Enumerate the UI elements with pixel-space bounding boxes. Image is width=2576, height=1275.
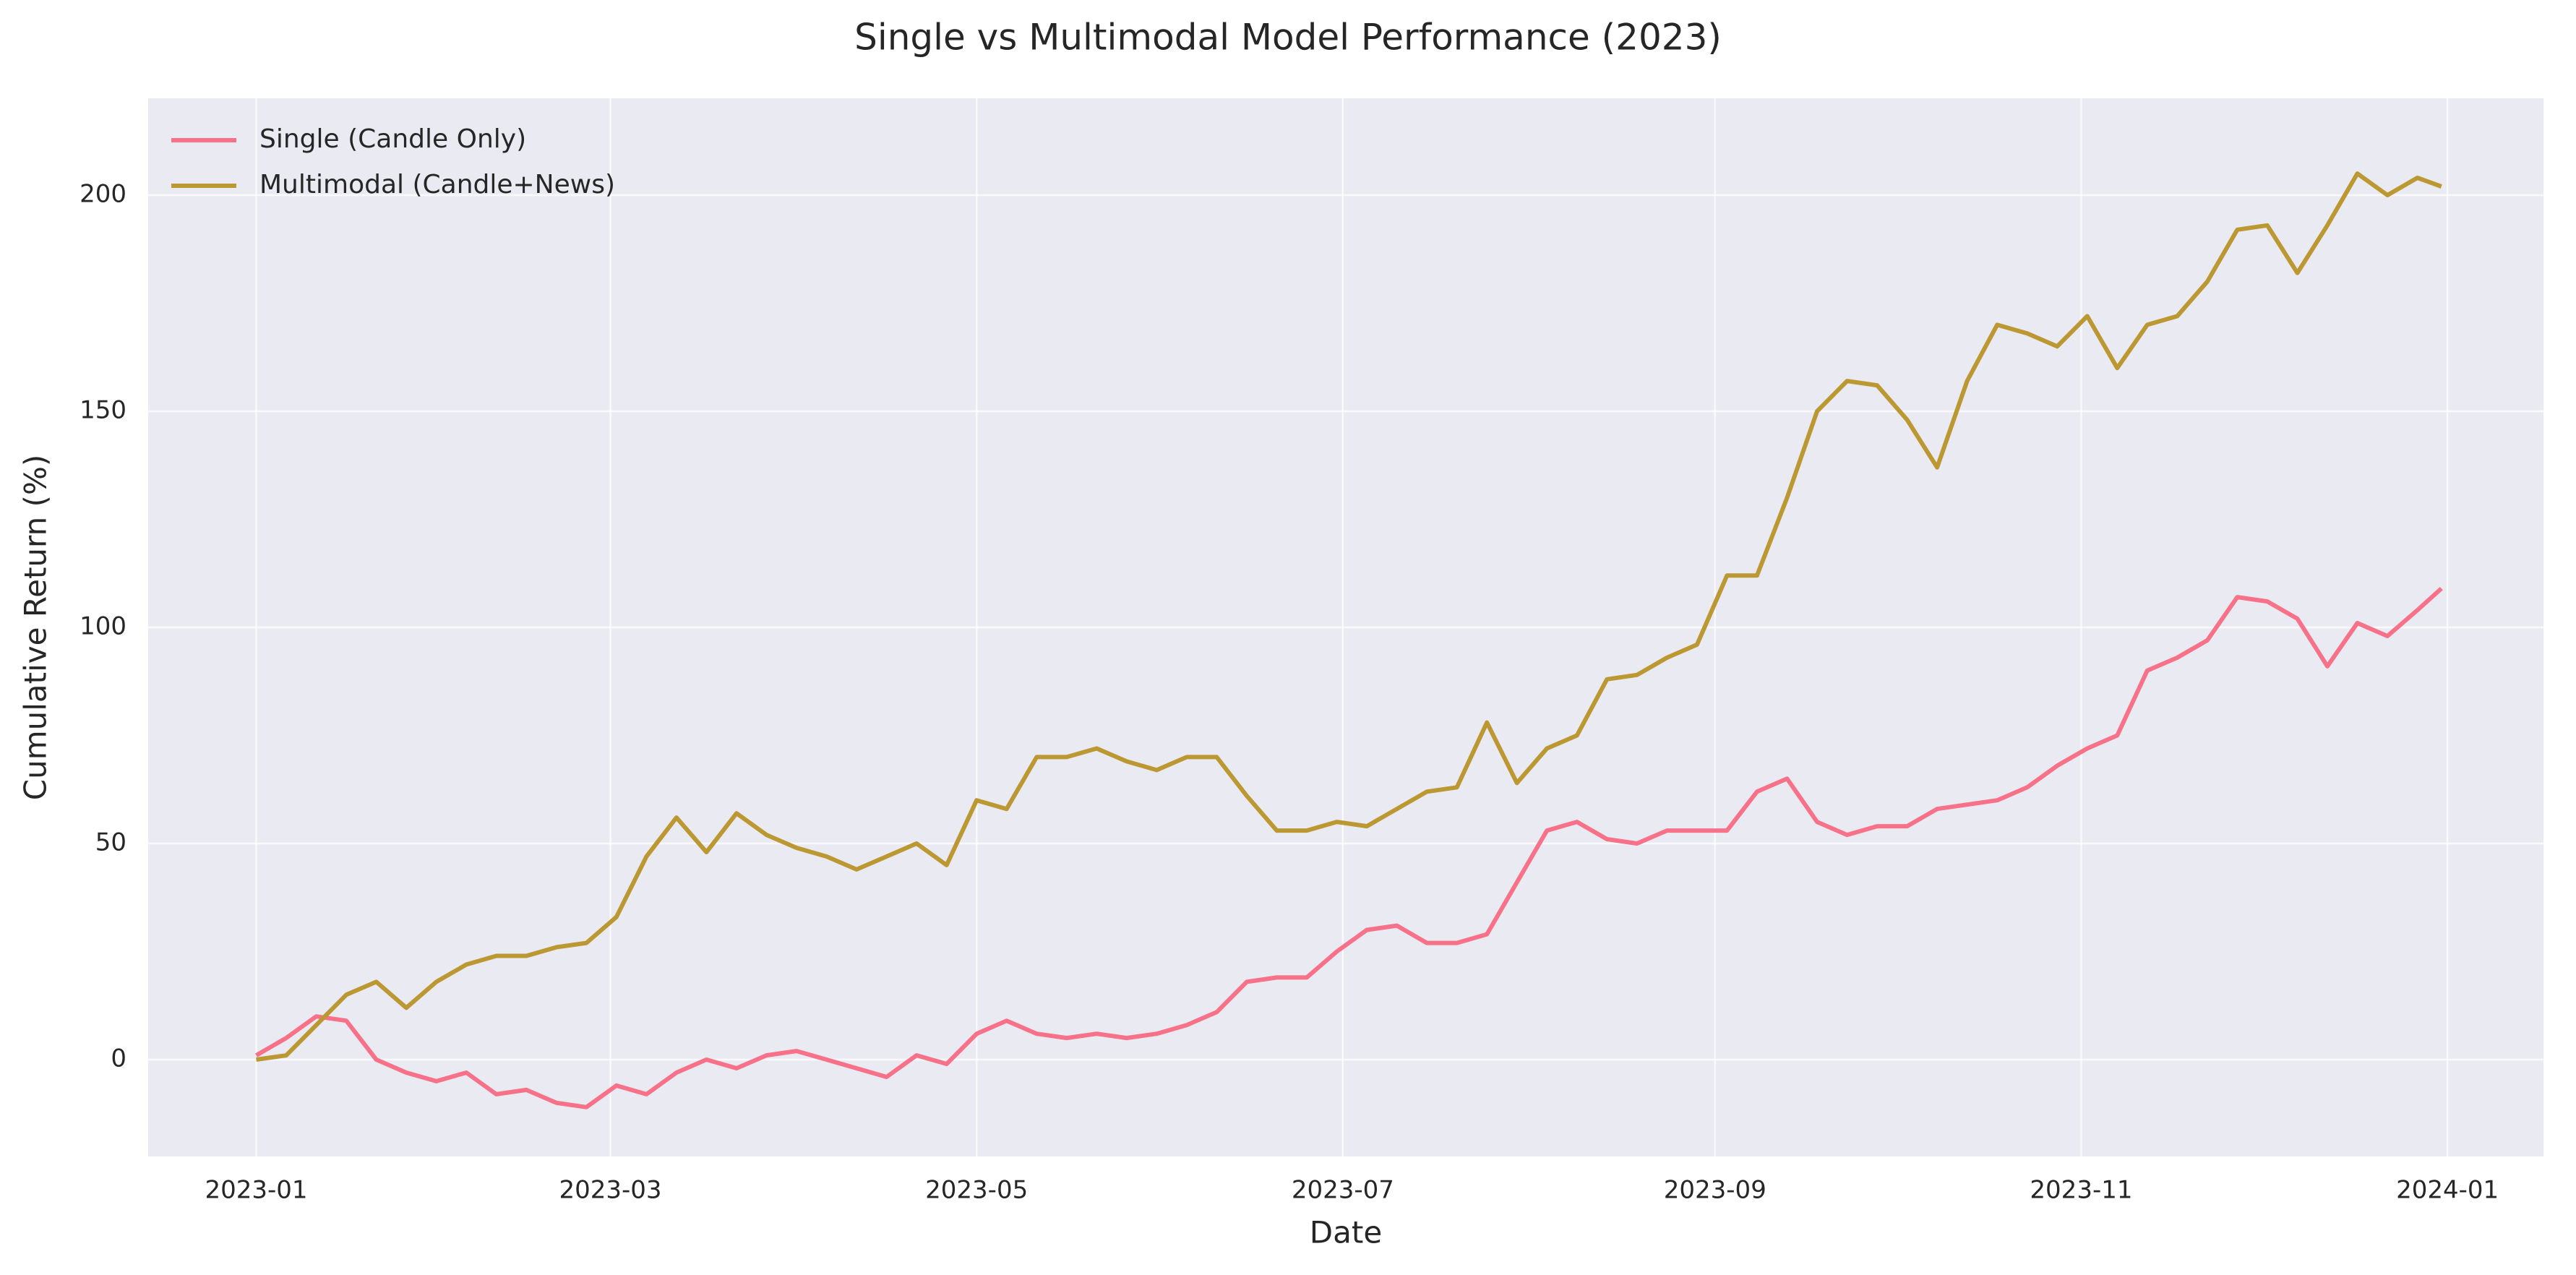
y-tick-label: 200 xyxy=(80,179,126,208)
x-tick-label: 2023-03 xyxy=(559,1176,662,1205)
x-tick-label: 2023-09 xyxy=(1664,1176,1766,1205)
x-tick-label: 2023-11 xyxy=(2030,1176,2132,1205)
y-tick-label: 100 xyxy=(80,612,126,641)
x-tick-label: 2023-07 xyxy=(1292,1176,1394,1205)
x-tick-label: 2023-01 xyxy=(205,1176,307,1205)
legend-label: Multimodal (Candle+News) xyxy=(259,170,615,199)
y-tick-label: 50 xyxy=(95,828,126,857)
x-axis-label: Date xyxy=(1310,1215,1382,1250)
y-axis-label: Cumulative Return (%) xyxy=(18,455,53,800)
y-tick-label: 150 xyxy=(80,395,126,424)
y-tick-label: 0 xyxy=(111,1044,126,1073)
x-tick-label: 2023-05 xyxy=(925,1176,1028,1205)
data-line xyxy=(256,171,2442,1062)
x-tick-label: 2024-01 xyxy=(2396,1176,2499,1205)
data-line xyxy=(254,586,2443,1109)
chart-title: Single vs Multimodal Model Performance (… xyxy=(854,17,1722,59)
legend-label: Single (Candle Only) xyxy=(259,124,526,154)
